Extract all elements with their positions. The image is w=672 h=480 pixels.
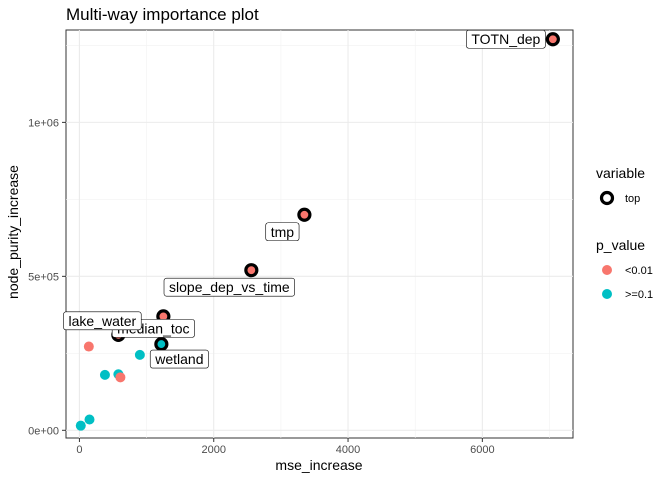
data-points: [75, 32, 560, 431]
legend: variable top p_value <0.01 >=0.1: [596, 165, 653, 301]
x-axis-ticks: 0 2000 4000 6000: [76, 438, 495, 456]
svg-text:wetland: wetland: [154, 351, 203, 367]
legend-label: top: [625, 193, 640, 205]
legend-label: >=0.1: [625, 289, 653, 301]
y-tick-label: 5e+05: [28, 271, 59, 283]
y-axis-title: node_purity_increase: [5, 165, 21, 299]
top-variable-point: [297, 207, 312, 222]
x-tick-label: 4000: [336, 444, 360, 456]
top-variable-point: [545, 32, 560, 47]
top-variable-point: [154, 336, 169, 352]
point-label-tmp: tmp: [265, 222, 300, 242]
variable-point: [84, 414, 95, 425]
plot-panel: [65, 29, 574, 439]
legend-title: variable: [596, 165, 645, 181]
legend-title: p_value: [596, 237, 645, 253]
chart-title: Multi-way importance plot: [66, 5, 259, 24]
y-axis-ticks: 0e+00 5e+05 1e+06: [28, 117, 66, 437]
svg-text:lake_water: lake_water: [69, 313, 137, 329]
top-variable-point: [244, 263, 259, 278]
variable-point: [99, 369, 110, 380]
variable-point: [83, 341, 94, 352]
point-label-slope-dep-vs-time: slope_dep_vs_time: [163, 277, 295, 297]
legend-color-key: [602, 265, 612, 275]
grid-lines: [66, 30, 573, 438]
x-tick-label: 6000: [470, 444, 494, 456]
y-tick-label: 0e+00: [28, 425, 59, 437]
x-tick-label: 2000: [201, 444, 225, 456]
legend-color-key: [602, 289, 612, 299]
svg-text:TOTN_dep: TOTN_dep: [471, 31, 540, 47]
variable-point: [75, 420, 86, 431]
point-label-TOTN-dep: TOTN_dep: [466, 29, 546, 49]
point-labels: TOTN_deptmpslope_dep_vs_timemedian_tocla…: [63, 29, 546, 369]
legend-ring-key: [599, 190, 615, 206]
svg-text:tmp: tmp: [271, 224, 295, 240]
variable-point: [134, 349, 145, 360]
y-tick-label: 1e+06: [28, 117, 59, 129]
svg-text:slope_dep_vs_time: slope_dep_vs_time: [169, 279, 290, 295]
variable-point: [115, 372, 126, 383]
legend-label: <0.01: [625, 265, 653, 277]
x-tick-label: 0: [76, 444, 82, 456]
point-label-lake-water: lake_water: [63, 311, 142, 331]
point-label-wetland: wetland: [149, 349, 209, 369]
x-axis-title: mse_increase: [275, 457, 362, 473]
